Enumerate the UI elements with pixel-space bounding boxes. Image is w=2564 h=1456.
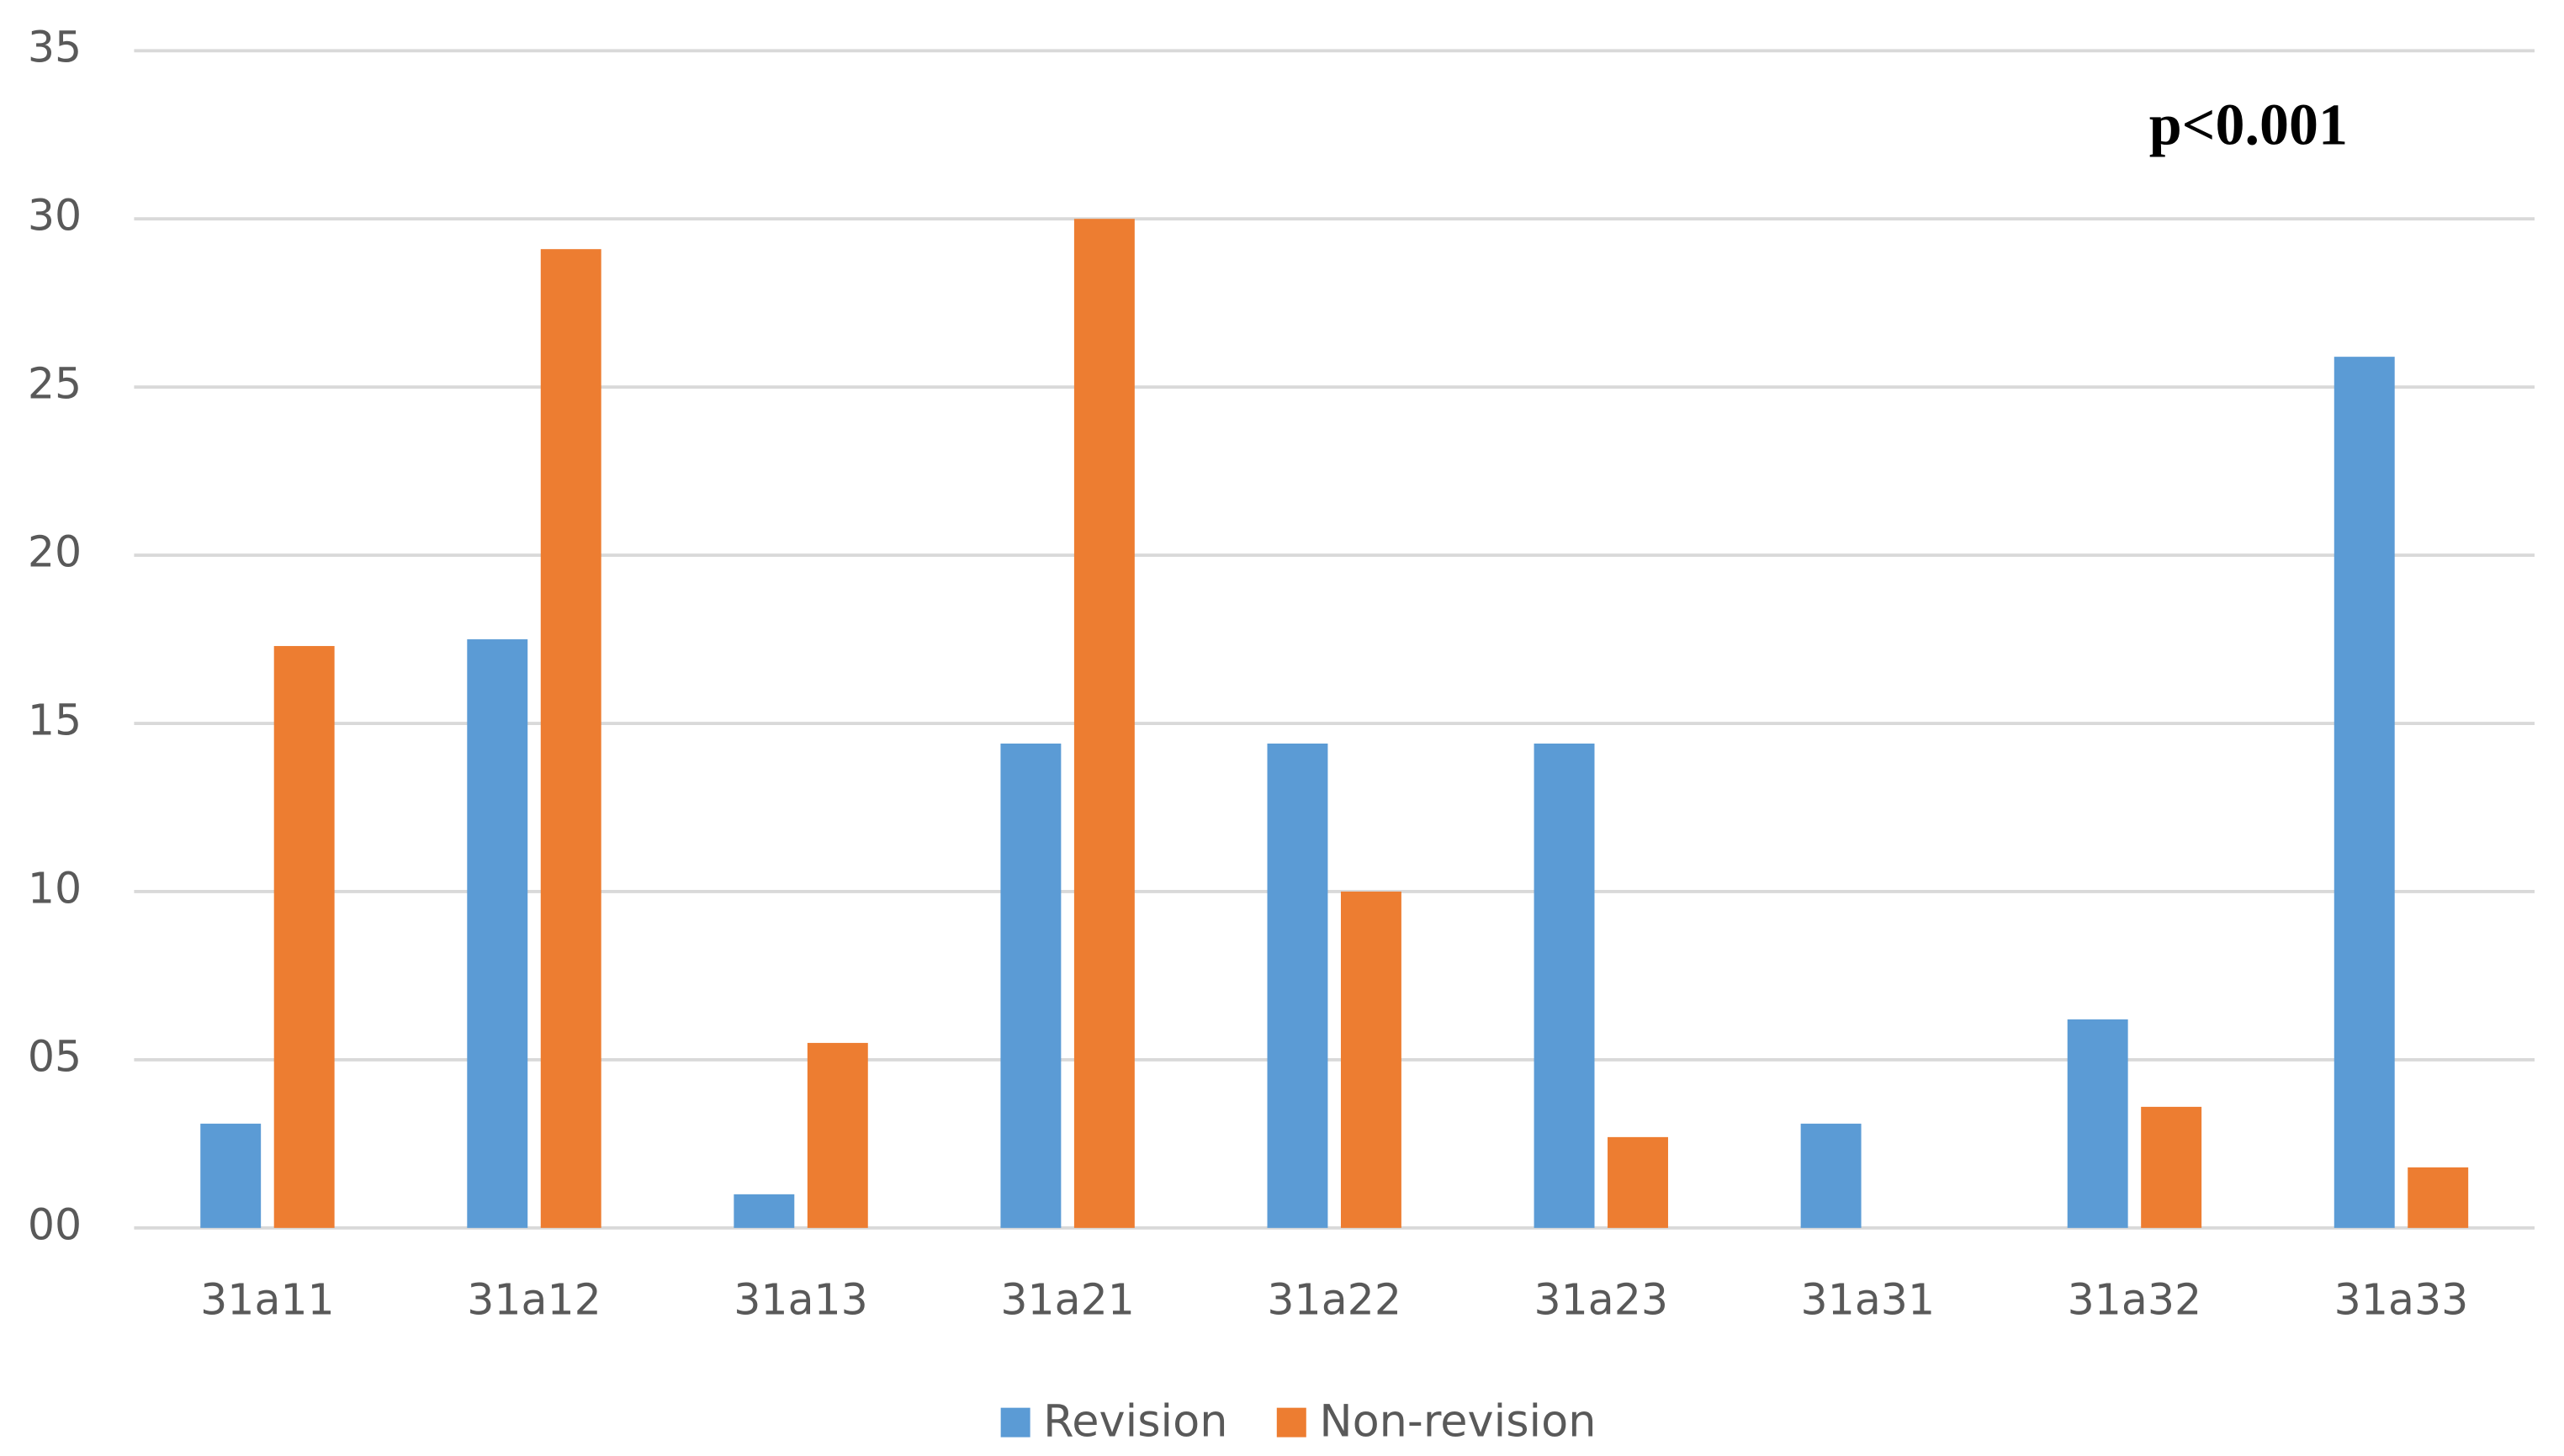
y-tick-label: 15	[28, 696, 82, 745]
x-tick-label: 31a13	[734, 1275, 868, 1325]
y-tick-label: 20	[28, 527, 82, 577]
y-tick-label: 00	[28, 1199, 82, 1249]
y-tick-label: 25	[28, 359, 82, 409]
bar	[467, 639, 528, 1228]
x-tick-label: 31a32	[2068, 1275, 2202, 1325]
x-tick-label: 31a21	[1000, 1275, 1135, 1325]
x-tick-label: 31a33	[2334, 1275, 2469, 1325]
y-tick-label: 10	[28, 863, 82, 913]
bar	[1534, 744, 1595, 1228]
bar	[540, 249, 601, 1228]
annotation: p<0.001	[2149, 93, 2348, 158]
bar	[1267, 744, 1328, 1228]
bar	[1340, 891, 1401, 1228]
bar	[2067, 1019, 2128, 1228]
x-tick-label: 31a23	[1534, 1275, 1668, 1325]
bar	[200, 1123, 262, 1228]
x-tick-label: 31a12	[467, 1275, 601, 1325]
x-tick-label: 31a31	[1801, 1275, 1936, 1325]
x-tick-label: 31a11	[200, 1275, 335, 1325]
bar	[1608, 1136, 1668, 1228]
bar	[1800, 1123, 1862, 1228]
y-tick-label: 30	[28, 191, 82, 241]
legend-swatch	[1276, 1407, 1306, 1437]
bar	[1073, 219, 1135, 1228]
bar	[2408, 1167, 2469, 1228]
legend-label: Revision	[1043, 1396, 1227, 1448]
bar	[2334, 357, 2395, 1228]
legend-label: Non-revision	[1319, 1396, 1596, 1448]
bar	[1000, 744, 1062, 1228]
bar	[2141, 1106, 2202, 1228]
y-tick-label: 05	[28, 1031, 82, 1081]
bar	[273, 646, 335, 1228]
y-tick-label: 35	[28, 23, 82, 72]
bar	[807, 1042, 868, 1228]
x-tick-label: 31a22	[1267, 1275, 1401, 1325]
bar	[734, 1194, 795, 1228]
legend-swatch	[1000, 1407, 1030, 1437]
